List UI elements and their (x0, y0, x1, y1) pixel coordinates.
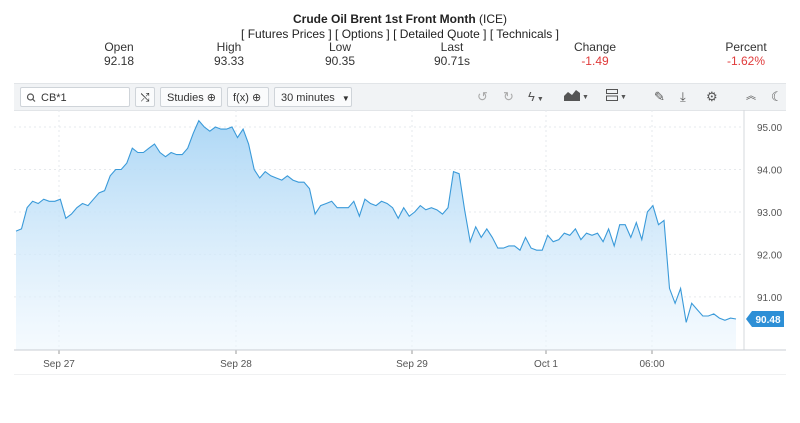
interval-select[interactable]: 30 minutes ▼ (274, 87, 352, 107)
percent-stat: Percent -1.62% (718, 40, 774, 68)
high-stat: High 93.33 (205, 40, 253, 68)
y-tick-label: 93.00 (757, 208, 782, 219)
options-link[interactable]: Options (341, 27, 384, 41)
x-tick-label: Oct 1 (534, 359, 558, 370)
quote-links: [ Futures Prices ] [ Options ] [ Detaile… (241, 27, 559, 41)
high-label: High (216, 40, 242, 54)
quote-title: Crude Oil Brent 1st Front Month (ICE) (0, 12, 800, 26)
caret-down-icon: ▼ (341, 94, 350, 103)
studies-label: Studies (167, 92, 204, 104)
download-icon[interactable]: ⤓ (680, 89, 686, 104)
high-value: 93.33 (213, 54, 245, 68)
plus-circle-icon: ⊕ (251, 92, 262, 104)
fx-button[interactable]: f(x) ⊕ (227, 87, 269, 107)
low-stat: Low 90.35 (316, 40, 364, 68)
chart-type-icon[interactable]: ▼ (564, 89, 589, 106)
y-tick-label: 92.00 (757, 250, 782, 261)
last-price-label: 90.48 (755, 315, 780, 326)
symbol-search[interactable]: CB*1 (20, 87, 130, 107)
redo-icon[interactable]: ↻ (503, 89, 514, 104)
y-tick-label: 95.00 (757, 123, 782, 134)
open-value: 92.18 (103, 54, 135, 68)
x-tick-label: Sep 28 (220, 359, 252, 370)
lightning-icon[interactable]: ϟ ▼ (528, 89, 544, 104)
low-value: 90.35 (324, 54, 356, 68)
pencil-icon[interactable]: ✎ (654, 89, 665, 104)
shuffle-icon: ⤭ (140, 92, 150, 104)
undo-icon[interactable]: ↺ (477, 89, 488, 104)
x-tick-label: 06:00 (639, 359, 664, 370)
moon-icon[interactable]: ☾ (771, 89, 783, 104)
symbol-value: CB*1 (41, 92, 67, 104)
x-tick-label: Sep 27 (43, 359, 75, 370)
x-tick-label: Sep 29 (396, 359, 428, 370)
price-area (16, 120, 736, 350)
price-line (15, 119, 737, 323)
percent-label: Percent (725, 40, 767, 54)
plus-circle-icon: ⊕ (206, 92, 216, 104)
futures-prices-link[interactable]: Futures Prices (247, 27, 326, 41)
open-label: Open (104, 40, 134, 54)
low-label: Low (328, 40, 351, 54)
layout-icon[interactable]: ▼ (606, 89, 627, 106)
last-stat: Last 90.71s (428, 40, 476, 68)
last-value: 90.71s (433, 54, 471, 68)
chart-svg: 95.00 94.00 93.00 92.00 91.00 Sep 27 Sep 28 Sep… (14, 110, 786, 376)
y-tick-label: 91.00 (757, 293, 782, 304)
fx-label: f(x) (233, 92, 249, 104)
last-price-tag (746, 310, 784, 327)
technicals-link[interactable]: Technicals (496, 27, 553, 41)
last-label: Last (440, 40, 464, 54)
studies-button[interactable]: Studies ⊕ (160, 87, 222, 107)
change-value: -1.49 (581, 54, 609, 68)
compare-button[interactable]: ⤭ (135, 87, 155, 107)
open-stat: Open 92.18 (95, 40, 143, 68)
interval-value: 30 minutes (281, 92, 335, 104)
detailed-quote-link[interactable]: Detailed Quote (399, 27, 480, 41)
instrument-name: Crude Oil Brent 1st Front Month (292, 12, 476, 26)
search-icon (26, 88, 36, 115)
collapse-icon[interactable]: ︽ (746, 91, 756, 102)
exchange-code: (ICE) (479, 12, 507, 26)
gear-icon[interactable]: ⚙ (706, 89, 718, 104)
percent-value: -1.62% (726, 54, 766, 68)
change-stat: Change -1.49 (567, 40, 623, 68)
chart-toolbar: CB*1 ⤭ Studies ⊕ f(x) ⊕ 30 minutes ▼ ↺ ↻… (14, 83, 786, 111)
price-chart[interactable]: 95.00 94.00 93.00 92.00 91.00 Sep 27 Sep 28 Sep… (0, 110, 800, 376)
y-tick-label: 94.00 (757, 165, 782, 176)
change-label: Change (573, 40, 617, 54)
